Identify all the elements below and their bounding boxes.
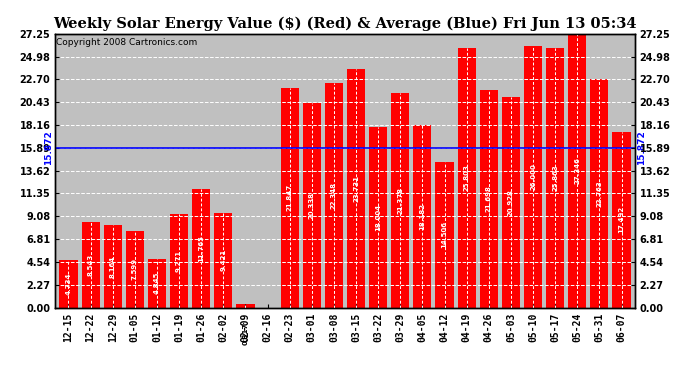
Text: 22.348: 22.348: [331, 182, 337, 209]
Bar: [170, 214, 188, 308]
Text: 21.698: 21.698: [486, 185, 492, 212]
Bar: [192, 189, 210, 308]
Text: Copyright 2008 Cartronics.com: Copyright 2008 Cartronics.com: [57, 38, 197, 47]
Text: 22.763: 22.763: [596, 180, 602, 207]
Bar: [480, 90, 498, 308]
Bar: [237, 304, 255, 307]
Bar: [347, 69, 365, 308]
Text: 4.734: 4.734: [66, 273, 72, 295]
Text: 26.000: 26.000: [530, 164, 536, 190]
Text: 21.847: 21.847: [286, 184, 293, 211]
Bar: [502, 97, 520, 308]
Bar: [126, 231, 144, 308]
Bar: [303, 103, 321, 308]
Text: 0.317: 0.317: [242, 322, 248, 345]
Text: 9.271: 9.271: [176, 250, 182, 272]
Bar: [325, 83, 343, 308]
Bar: [215, 213, 233, 308]
Text: 4.845: 4.845: [154, 272, 160, 294]
Bar: [369, 127, 387, 308]
Text: 27.246: 27.246: [574, 157, 580, 184]
Bar: [413, 125, 431, 308]
Text: 21.378: 21.378: [397, 187, 404, 214]
Bar: [524, 46, 542, 308]
Text: 9.421: 9.421: [220, 249, 226, 271]
Bar: [81, 222, 99, 308]
Bar: [391, 93, 409, 308]
Bar: [104, 225, 122, 308]
Text: 20.338: 20.338: [309, 192, 315, 219]
Bar: [546, 48, 564, 308]
Bar: [435, 162, 453, 308]
Bar: [568, 34, 586, 308]
Text: 18.004: 18.004: [375, 204, 381, 231]
Bar: [457, 48, 475, 308]
Title: Weekly Solar Energy Value ($) (Red) & Average (Blue) Fri Jun 13 05:34: Weekly Solar Energy Value ($) (Red) & Av…: [53, 17, 637, 31]
Text: 20.928: 20.928: [508, 189, 514, 216]
Text: 8.164: 8.164: [110, 255, 116, 278]
Text: 11.765: 11.765: [198, 235, 204, 262]
Bar: [148, 259, 166, 308]
Bar: [59, 260, 77, 308]
Text: 14.506: 14.506: [442, 221, 448, 248]
Text: 25.803: 25.803: [464, 165, 470, 191]
Text: 15.872: 15.872: [637, 130, 646, 165]
Text: 7.599: 7.599: [132, 258, 138, 280]
Bar: [281, 88, 299, 308]
Text: 25.863: 25.863: [552, 164, 558, 191]
Text: 17.492: 17.492: [618, 206, 624, 233]
Bar: [613, 132, 631, 308]
Text: 18.182: 18.182: [420, 202, 426, 229]
Bar: [591, 79, 609, 308]
Text: 15.872: 15.872: [44, 130, 53, 165]
Text: 8.543: 8.543: [88, 254, 94, 276]
Text: 23.731: 23.731: [353, 175, 359, 202]
